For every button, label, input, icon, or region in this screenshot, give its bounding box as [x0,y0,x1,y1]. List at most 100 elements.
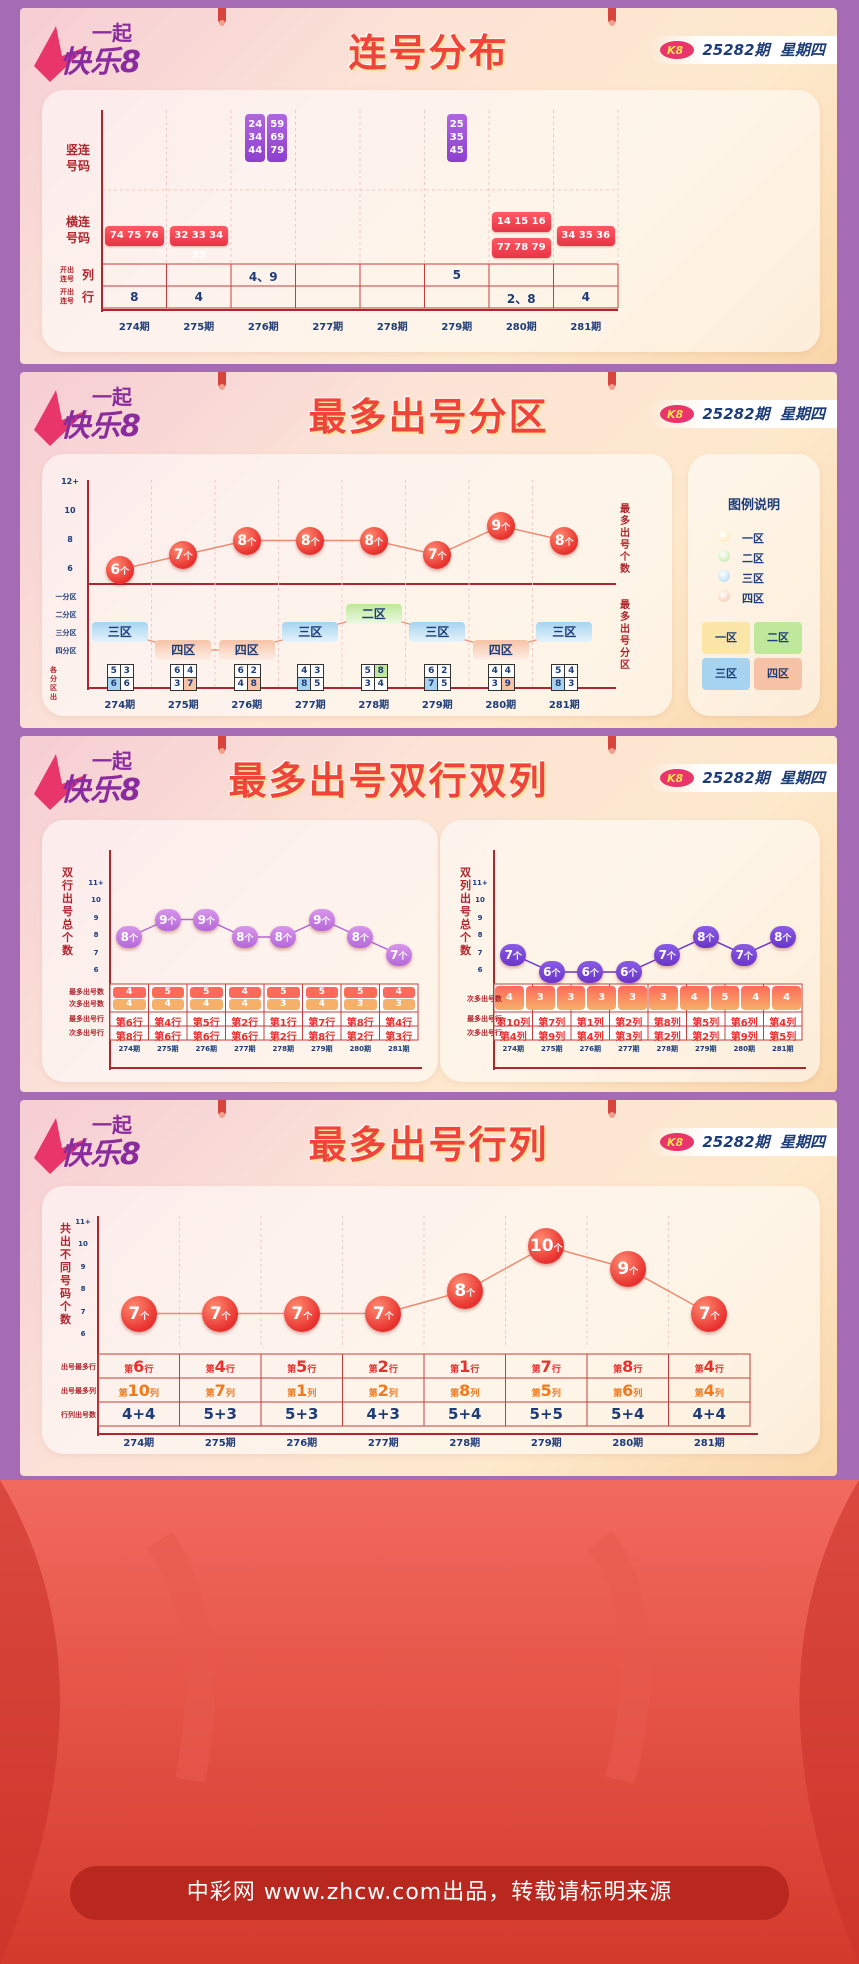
row-label: 次多出号数 [467,995,502,1003]
row-value: 4 [581,290,590,304]
svg-text:一起: 一起 [92,21,133,45]
period-label: 274期 [123,1438,155,1449]
zone-count-cell: 3 [170,677,185,691]
count-ball: 8个 [446,1273,483,1309]
period-label: 277期 [294,700,326,711]
period-label: 275期 [167,700,199,711]
legend-dot [718,570,730,582]
zone-count-cell: 5 [551,664,566,678]
most-row: 第5行 [287,1357,317,1376]
legend-dot [718,590,730,602]
most-col: 第5列 [531,1381,561,1400]
count-ball: 8个 [296,526,325,555]
zone-tag: 三区 [409,622,466,642]
count-ball: 7个 [500,943,527,966]
most-row: 第8行 [613,1357,643,1376]
most-row: 第6行 [115,1018,143,1029]
period-label: 277期 [312,322,344,333]
zone-count-cell: 4 [487,664,502,678]
period-label: 279期 [530,1438,562,1449]
period-label: 275期 [183,322,215,333]
col-count: 3 [556,986,586,1010]
period-label: 281期 [548,700,580,711]
zone-axis-label: 三分区 [55,629,77,637]
horizontal-run: 74 75 76 [105,226,164,246]
y-tick: 6 [67,563,73,573]
section-title: 最多出号行列 [308,1123,549,1167]
legend-zone-block: 三区 [702,658,750,690]
hanger-left [218,372,226,390]
most-count: 5 [190,987,223,998]
col-label: 开出 连号列 [60,266,95,283]
zone-count-cell: 5 [106,664,121,678]
zone-count-cell: 6 [170,664,185,678]
zone-count-cell: 4 [297,664,312,678]
second-col: 第3列 [615,1032,643,1043]
zone-count-cell: 5 [360,664,375,678]
count-ball: 7个 [423,541,452,569]
count-ball: 6个 [577,961,604,983]
most-count: 4 [113,987,146,998]
horizontal-run: 34 35 36 [556,226,615,246]
section-consecutive: 一起 快乐8 连号分布 K8 25282期 星期四 竖连 号码 横连 号码 开出 连号列开出连… [20,8,837,364]
zone-count-cell: 2 [246,664,261,678]
y-tick: 8 [93,931,99,939]
hanger-right [608,736,616,754]
y-tick: 10 [475,896,485,904]
zone-count-cell: 6 [106,677,121,691]
svg-text:K8: K8 [667,408,684,421]
second-col: 第5列 [769,1032,797,1043]
svg-text:K8: K8 [667,772,684,785]
count-ball: 8个 [550,526,579,555]
count-ball: 7个 [365,1295,402,1332]
col-count: 3 [587,986,617,1010]
issue-badge: K8 25282期 星期四 [648,764,837,792]
col-count: 3 [618,986,647,1010]
period-label: 281期 [771,1045,794,1053]
row-col-count: 5+5 [529,1405,563,1423]
most-row: 第2行 [368,1357,398,1376]
count-ball: 8个 [270,926,297,948]
most-count: 5 [267,987,300,998]
period-label: 274期 [502,1045,525,1053]
second-row: 第6行 [154,1032,182,1043]
legend-dot [718,530,730,542]
second-col: 第2列 [653,1032,681,1043]
svg-text:快乐8: 快乐8 [60,1137,141,1172]
second-count: 3 [382,999,415,1010]
count-ball: 10个 [528,1228,565,1264]
most-count: 5 [305,987,338,998]
section-title: 最多出号双行双列 [228,759,549,803]
count-ball: 9个 [193,908,220,931]
zone-count-cell: 7 [424,677,439,691]
y-tick: 7 [477,948,483,957]
second-count: 4 [305,999,338,1010]
issue-badge: K8 25282期 星期四 [648,1128,837,1156]
period-label: 276期 [195,1045,218,1053]
zone-tag: 四区 [155,640,212,660]
hanger-left [218,8,226,26]
count-ball: 7个 [120,1295,157,1332]
zone-count-cell: 7 [183,677,198,691]
most-count: 5 [344,987,377,998]
y-tick: 6 [80,1330,86,1338]
zone-tag: 三区 [282,622,339,642]
most-col: 第4列 [694,1381,724,1400]
period-label: 278期 [272,1045,295,1053]
zone-count-cell: 2 [437,664,452,678]
count-ball: 9个 [308,908,335,931]
zone-count-cell: 6 [233,664,248,678]
col-count: 3 [649,986,678,1010]
row-label: 开出 连号行 [60,288,95,305]
most-row: 第1行 [450,1357,480,1376]
most-col: 第5列 [692,1018,720,1029]
period-label: 280期 [485,700,517,711]
period-label: 281期 [387,1045,410,1053]
second-col: 第4列 [499,1032,527,1043]
y-tick: 6 [93,966,99,974]
mini-logo-icon: K8 [660,769,695,787]
legend-zone-block: 二区 [754,622,802,654]
col-count: 4 [741,986,771,1010]
